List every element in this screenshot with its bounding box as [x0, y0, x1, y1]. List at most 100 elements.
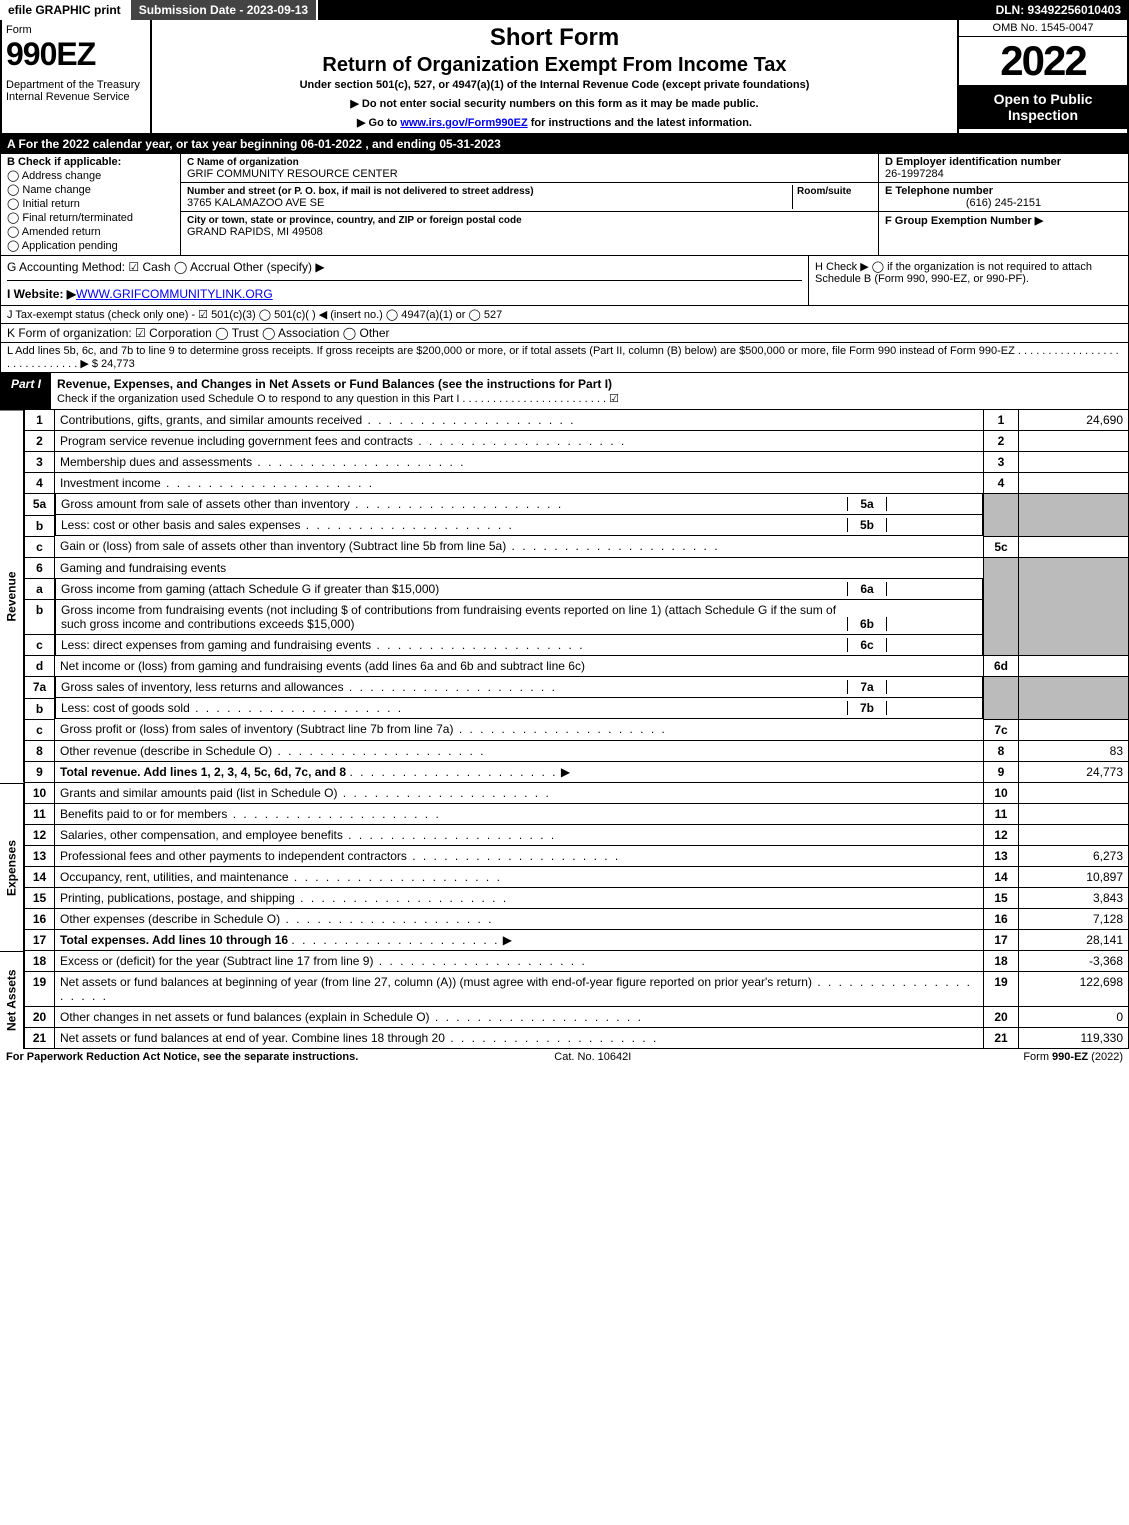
- subtitle: Under section 501(c), 527, or 4947(a)(1)…: [162, 79, 947, 91]
- cb-application-pending[interactable]: ◯ Application pending: [7, 239, 174, 252]
- line5b-desc: Less: cost or other basis and sales expe…: [61, 518, 847, 532]
- i-website: I Website: ▶WWW.GRIFCOMMUNITYLINK.ORG: [7, 287, 802, 301]
- line21-val: 119,330: [1019, 1027, 1129, 1048]
- line9-val: 24,773: [1019, 761, 1129, 782]
- c-name-label: C Name of organization: [187, 157, 299, 168]
- line6b-desc: Gross income from fundraising events (no…: [61, 603, 847, 631]
- line10-desc: Grants and similar amounts paid (list in…: [55, 783, 984, 804]
- revenue-block: Revenue 1Contributions, gifts, grants, a…: [0, 410, 1129, 783]
- line5c-desc: Gain or (loss) from sale of assets other…: [55, 536, 984, 557]
- line7c-desc: Gross profit or (loss) from sales of inv…: [55, 719, 984, 740]
- omb-number: OMB No. 1545-0047: [959, 20, 1127, 37]
- tax-year: 2022: [959, 37, 1127, 85]
- f-label: F Group Exemption Number ▶: [885, 215, 1043, 227]
- inspection-badge: Open to Public Inspection: [959, 85, 1127, 129]
- line3-desc: Membership dues and assessments: [55, 452, 984, 473]
- line7c-val: [1019, 719, 1129, 740]
- line12-val: [1019, 824, 1129, 845]
- line14-val: 10,897: [1019, 866, 1129, 887]
- phone: (616) 245-2151: [885, 197, 1122, 209]
- org-name: GRIF COMMUNITY RESOURCE CENTER: [187, 168, 398, 180]
- line18-val: -3,368: [1019, 951, 1129, 972]
- line12-desc: Salaries, other compensation, and employ…: [55, 824, 984, 845]
- org-city: GRAND RAPIDS, MI 49508: [187, 226, 323, 238]
- title-return: Return of Organization Exempt From Incom…: [162, 54, 947, 77]
- e-label: E Telephone number: [885, 185, 993, 197]
- part1-header: Part I Revenue, Expenses, and Changes in…: [0, 373, 1129, 410]
- c-city-label: City or town, state or province, country…: [187, 215, 522, 226]
- section-a: A For the 2022 calendar year, or tax yea…: [0, 135, 1129, 154]
- room-label: Room/suite: [797, 186, 851, 197]
- b-label: B Check if applicable:: [7, 156, 121, 168]
- line11-val: [1019, 803, 1129, 824]
- line16-val: 7,128: [1019, 908, 1129, 929]
- cb-address-change[interactable]: ◯ Address change: [7, 169, 174, 182]
- line4-desc: Investment income: [55, 473, 984, 494]
- footer-right: Form 990-EZ (2022): [1023, 1051, 1123, 1063]
- line2-val: [1019, 431, 1129, 452]
- line10-val: [1019, 783, 1129, 804]
- l-gross-receipts: L Add lines 5b, 6c, and 7b to line 9 to …: [0, 343, 1129, 373]
- expenses-vlabel: Expenses: [0, 783, 24, 951]
- c-addr-label: Number and street (or P. O. box, if mail…: [187, 186, 534, 197]
- footer-cat: Cat. No. 10642I: [554, 1051, 631, 1063]
- line6a-desc: Gross income from gaming (attach Schedul…: [61, 582, 847, 596]
- form-label: Form: [6, 24, 146, 36]
- line5c-val: [1019, 536, 1129, 557]
- j-tax-exempt: J Tax-exempt status (check only one) - ☑…: [0, 306, 1129, 324]
- netassets-block: Net Assets 18Excess or (deficit) for the…: [0, 951, 1129, 1049]
- footer: For Paperwork Reduction Act Notice, see …: [0, 1049, 1129, 1065]
- title-short-form: Short Form: [162, 24, 947, 52]
- dln: DLN: 93492256010403: [988, 0, 1129, 20]
- expenses-block: Expenses 10Grants and similar amounts pa…: [0, 783, 1129, 951]
- part1-title: Revenue, Expenses, and Changes in Net As…: [57, 377, 612, 391]
- line3-val: [1019, 452, 1129, 473]
- line14-desc: Occupancy, rent, utilities, and maintena…: [55, 866, 984, 887]
- line15-val: 3,843: [1019, 887, 1129, 908]
- line5a-desc: Gross amount from sale of assets other t…: [61, 497, 847, 511]
- cb-amended-return[interactable]: ◯ Amended return: [7, 225, 174, 238]
- efile-label[interactable]: efile GRAPHIC print: [0, 0, 131, 20]
- line1-desc: Contributions, gifts, grants, and simila…: [55, 410, 984, 431]
- line21-desc: Net assets or fund balances at end of ye…: [55, 1027, 984, 1048]
- line17-val: 28,141: [1019, 929, 1129, 950]
- netassets-vlabel: Net Assets: [0, 951, 24, 1049]
- h-schedule-b: H Check ▶ ◯ if the organization is not r…: [808, 256, 1128, 305]
- line20-desc: Other changes in net assets or fund bala…: [55, 1006, 984, 1027]
- line18-desc: Excess or (deficit) for the year (Subtra…: [55, 951, 984, 972]
- line20-val: 0: [1019, 1006, 1129, 1027]
- line6d-desc: Net income or (loss) from gaming and fun…: [55, 656, 984, 677]
- line6d-val: [1019, 656, 1129, 677]
- line13-val: 6,273: [1019, 845, 1129, 866]
- k-form-org: K Form of organization: ☑ Corporation ◯ …: [0, 324, 1129, 343]
- section-gh: G Accounting Method: ☑ Cash ◯ Accrual Ot…: [0, 256, 1129, 306]
- cb-name-change[interactable]: ◯ Name change: [7, 183, 174, 196]
- line7a-desc: Gross sales of inventory, less returns a…: [61, 680, 847, 694]
- line16-desc: Other expenses (describe in Schedule O): [55, 908, 984, 929]
- line13-desc: Professional fees and other payments to …: [55, 845, 984, 866]
- goto-note: ▶ Go to www.irs.gov/Form990EZ for instru…: [162, 116, 947, 129]
- line8-desc: Other revenue (describe in Schedule O): [55, 740, 984, 761]
- irs-link[interactable]: www.irs.gov/Form990EZ: [400, 117, 527, 129]
- cb-initial-return[interactable]: ◯ Initial return: [7, 197, 174, 210]
- line8-val: 83: [1019, 740, 1129, 761]
- part1-tag: Part I: [1, 373, 51, 409]
- section-bcdef: B Check if applicable: ◯ Address change …: [0, 154, 1129, 256]
- top-bar: efile GRAPHIC print Submission Date - 20…: [0, 0, 1129, 20]
- form-header: Form 990EZ Department of the Treasury In…: [0, 20, 1129, 135]
- line11-desc: Benefits paid to or for members: [55, 803, 984, 824]
- footer-left: For Paperwork Reduction Act Notice, see …: [6, 1051, 358, 1063]
- line17-desc: Total expenses. Add lines 10 through 16: [60, 933, 288, 947]
- submission-date: Submission Date - 2023-09-13: [131, 0, 318, 20]
- part1-check: Check if the organization used Schedule …: [57, 393, 619, 405]
- line9-desc: Total revenue. Add lines 1, 2, 3, 4, 5c,…: [60, 765, 346, 779]
- revenue-vlabel: Revenue: [0, 410, 24, 783]
- d-label: D Employer identification number: [885, 156, 1061, 168]
- cb-final-return[interactable]: ◯ Final return/terminated: [7, 211, 174, 224]
- line6c-desc: Less: direct expenses from gaming and fu…: [61, 638, 847, 652]
- website-link[interactable]: WWW.GRIFCOMMUNITYLINK.ORG: [76, 287, 273, 301]
- line2-desc: Program service revenue including govern…: [55, 431, 984, 452]
- g-accounting: G Accounting Method: ☑ Cash ◯ Accrual Ot…: [7, 260, 802, 281]
- line1-val: 24,690: [1019, 410, 1129, 431]
- line6-desc: Gaming and fundraising events: [55, 557, 984, 578]
